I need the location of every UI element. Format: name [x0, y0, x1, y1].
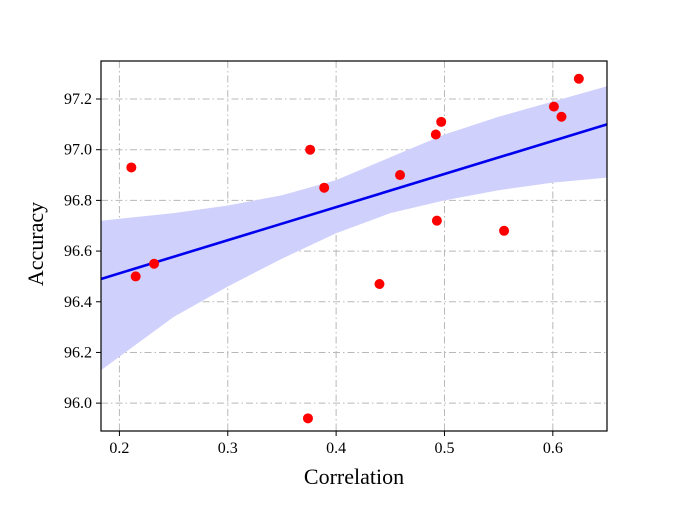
- data-point-5: [319, 182, 330, 193]
- x-tick-label-0: 0.2: [109, 440, 129, 457]
- y-axis-label: Accuracy: [23, 202, 48, 286]
- y-tick-label-0: 96.0: [64, 395, 92, 412]
- data-point-2: [149, 258, 160, 269]
- x-axis-label: Correlation: [304, 464, 404, 489]
- data-point-11: [499, 225, 510, 236]
- x-tick-label-2: 0.4: [326, 440, 346, 457]
- ticks: 0.2 0.3 0.4 0.5 0.6 96.0 96.2 96.4 96.6 96.8 97.0 9…: [64, 91, 563, 457]
- plot-frame: [100, 60, 608, 432]
- x-tick-label-1: 0.3: [218, 440, 238, 457]
- y-tick-label-4: 96.8: [64, 192, 92, 209]
- data-point-13: [556, 111, 567, 122]
- data-point-6: [374, 279, 385, 290]
- y-tick-label-1: 96.2: [64, 344, 92, 361]
- y-tick-label-5: 97.0: [64, 142, 92, 159]
- data-point-14: [573, 73, 584, 84]
- data-point-12: [548, 101, 559, 112]
- data-point-4: [305, 144, 316, 155]
- data-point-8: [430, 129, 441, 140]
- data-point-10: [436, 116, 447, 127]
- x-tick-label-3: 0.5: [434, 440, 454, 457]
- data-point-9: [431, 215, 442, 226]
- y-tick-label-6: 97.2: [64, 91, 92, 108]
- regression-line: [100, 123, 608, 281]
- confidence-band: [101, 86, 607, 371]
- y-tick-label-2: 96.4: [64, 294, 92, 311]
- data-point-7: [395, 170, 406, 181]
- regression-line-layer: [100, 123, 608, 281]
- data-point-0: [126, 162, 137, 173]
- data-points: [126, 73, 584, 424]
- data-point-3: [302, 413, 313, 424]
- y-tick-label-3: 96.6: [64, 243, 92, 260]
- x-tick-label-4: 0.6: [543, 440, 563, 457]
- data-point-1: [130, 271, 141, 282]
- confidence-band-layer: [101, 86, 607, 371]
